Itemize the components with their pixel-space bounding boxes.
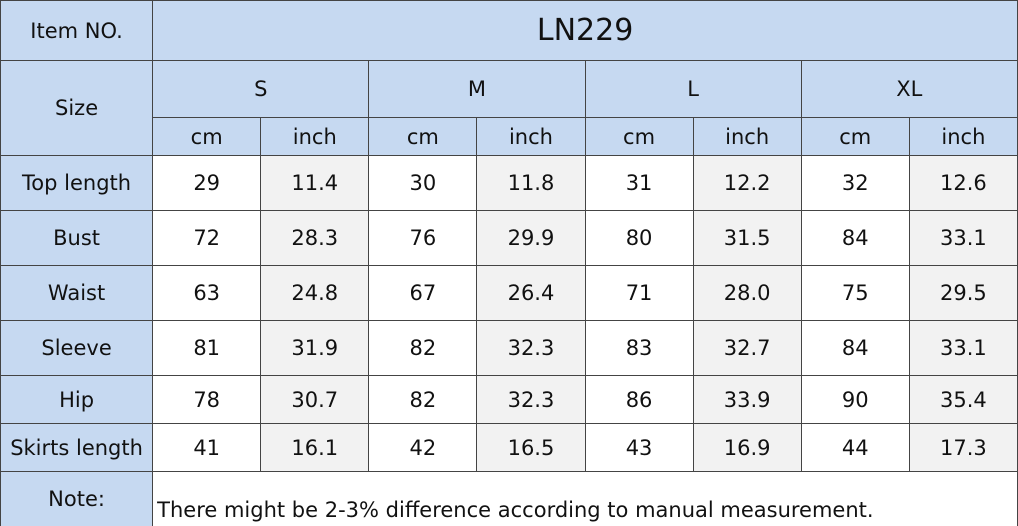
measurement: 16.1: [260, 423, 370, 472]
measurement: 84: [800, 320, 910, 376]
row-label: Skirts length: [0, 423, 154, 472]
measurement: 33.1: [908, 210, 1018, 266]
size-header: XL: [800, 60, 1018, 118]
measurement: 82: [368, 320, 478, 376]
measurement: 32: [800, 155, 910, 211]
unit-header: inch: [260, 117, 370, 156]
measurement: 17.3: [908, 423, 1018, 472]
measurement: 90: [800, 375, 910, 424]
row-label: Top length: [0, 155, 154, 211]
measurement: 11.4: [260, 155, 370, 211]
measurement: 29: [152, 155, 262, 211]
measurement: 33.9: [692, 375, 802, 424]
measurement: 30: [368, 155, 478, 211]
unit-header: cm: [800, 117, 910, 156]
unit-header: cm: [368, 117, 478, 156]
note-text: There might be 2-3% difference according…: [152, 471, 1018, 526]
size-header: M: [368, 60, 586, 118]
measurement: 84: [800, 210, 910, 266]
size-header: S: [152, 60, 370, 118]
unit-header: inch: [476, 117, 586, 156]
measurement: 78: [152, 375, 262, 424]
unit-header: cm: [152, 117, 262, 156]
measurement: 80: [584, 210, 694, 266]
measurement: 28.3: [260, 210, 370, 266]
measurement: 33.1: [908, 320, 1018, 376]
measurement: 16.5: [476, 423, 586, 472]
measurement: 44: [800, 423, 910, 472]
measurement: 31.5: [692, 210, 802, 266]
measurement: 81: [152, 320, 262, 376]
measurement: 63: [152, 265, 262, 321]
measurement: 41: [152, 423, 262, 472]
measurement: 72: [152, 210, 262, 266]
measurement: 86: [584, 375, 694, 424]
measurement: 35.4: [908, 375, 1018, 424]
measurement: 28.0: [692, 265, 802, 321]
measurement: 11.8: [476, 155, 586, 211]
table-row: Note: There might be 2-3% difference acco…: [0, 471, 1018, 526]
table-row: Waist 63 24.8 67 26.4 71 28.0 75 29.5: [0, 265, 1018, 321]
size-header: L: [584, 60, 802, 118]
table-row: cm inch cm inch cm inch cm inch: [1, 117, 1018, 156]
measurement: 67: [368, 265, 478, 321]
row-label: Sleeve: [0, 320, 154, 376]
table-row: Size S M L XL: [0, 60, 1018, 156]
unit-header: cm: [584, 117, 694, 156]
measurement: 16.9: [692, 423, 802, 472]
item-value: LN229: [152, 0, 1018, 61]
note-label: Note:: [0, 471, 154, 526]
measurement: 29.5: [908, 265, 1018, 321]
measurement: 31.9: [260, 320, 370, 376]
measurement: 82: [368, 375, 478, 424]
measurement: 12.2: [692, 155, 802, 211]
measurement: 42: [368, 423, 478, 472]
table-row: Bust 72 28.3 76 29.9 80 31.5 84 33.1: [0, 210, 1018, 266]
measurement: 32.3: [476, 320, 586, 376]
measurement: 83: [584, 320, 694, 376]
row-label: Bust: [0, 210, 154, 266]
measurement: 26.4: [476, 265, 586, 321]
unit-header: inch: [908, 117, 1018, 156]
row-label: Hip: [0, 375, 154, 424]
table-row: Sleeve 81 31.9 82 32.3 83 32.7 84 33.1: [0, 320, 1018, 376]
measurement: 12.6: [908, 155, 1018, 211]
size-label: Size: [0, 60, 154, 156]
measurement: 32.3: [476, 375, 586, 424]
measurement: 71: [584, 265, 694, 321]
measurement: 31: [584, 155, 694, 211]
measurement: 75: [800, 265, 910, 321]
measurement: 43: [584, 423, 694, 472]
measurement: 29.9: [476, 210, 586, 266]
measurement: 30.7: [260, 375, 370, 424]
measurement: 24.8: [260, 265, 370, 321]
measurement: 76: [368, 210, 478, 266]
table-row: Item NO. LN229: [0, 0, 1018, 61]
item-label: Item NO.: [0, 0, 154, 61]
table-row: Hip 78 30.7 82 32.3 86 33.9 90 35.4: [0, 375, 1018, 424]
measurement: 32.7: [692, 320, 802, 376]
table-row: Top length 29 11.4 30 11.8 31 12.2 32 12.6: [0, 155, 1018, 211]
table-row: Skirts length 41 16.1 42 16.5 43 16.9 44 17.3: [0, 423, 1018, 472]
unit-header: inch: [692, 117, 802, 156]
row-label: Waist: [0, 265, 154, 321]
